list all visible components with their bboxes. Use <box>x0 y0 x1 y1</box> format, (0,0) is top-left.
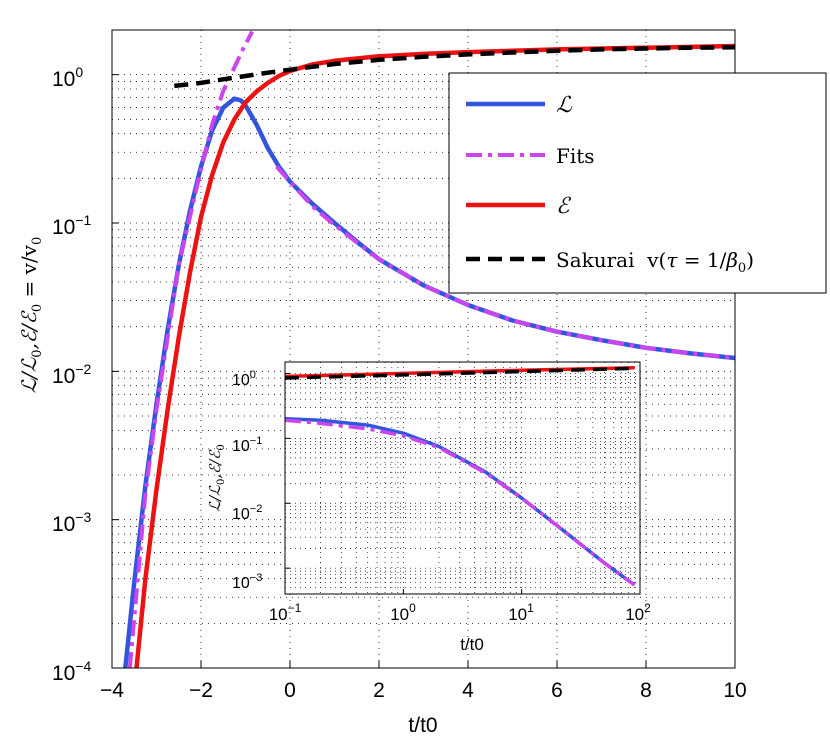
main-x-tick-label: 0 <box>284 679 296 702</box>
main-x-tick-label: 2 <box>373 679 385 702</box>
inset-plot: 10−1 100 101 102 10−3 10−2 10−1 100 t/t0… <box>206 361 651 654</box>
main-y-tick-label: 10−1 <box>52 212 92 239</box>
legend-label-e: ℰ <box>556 194 572 219</box>
inset-grid <box>284 362 641 595</box>
inset-x-tick-label: 100 <box>390 601 416 624</box>
inset-y-tick-label: 10−3 <box>232 572 262 592</box>
main-y-tick-label: 100 <box>52 64 83 91</box>
main-y-axis-label: ℒ/ℒ0,ℰ/ℰ0 = v/v0 <box>17 237 45 394</box>
inset-background <box>285 362 640 594</box>
main-x-tick-label: 4 <box>462 679 474 702</box>
main-series-e <box>134 43 735 668</box>
main-x-tick-label: −4 <box>100 679 124 702</box>
main-x-tick-labels: −4 −2 0 2 4 6 8 10 <box>100 679 747 702</box>
main-series-sakurai <box>174 45 735 89</box>
main-x-tick-label: 6 <box>551 679 563 702</box>
main-plot: −4 −2 0 2 4 6 8 10 10−4 10−3 10−2 10−1 1… <box>17 29 747 737</box>
main-y-tick-label: 10−4 <box>52 658 92 685</box>
inset-y-tick-label: 10−2 <box>232 503 262 523</box>
inset-y-tick-label: 100 <box>232 369 256 389</box>
inset-x-tick-label: 101 <box>508 601 534 624</box>
legend-box <box>448 72 827 294</box>
main-x-tick-label: −2 <box>189 679 213 702</box>
legend-label-l: ℒ <box>556 93 573 118</box>
inset-series <box>285 366 636 587</box>
main-y-tick-label: 10−3 <box>52 509 92 536</box>
inset-y-axis-label: ℒ/ℒ0,ℰ/ℰ0 <box>206 444 227 511</box>
main-x-tick-label: 10 <box>723 679 746 702</box>
inset-x-tick-label: 102 <box>625 601 651 624</box>
inset-x-axis-label: t/t0 <box>460 635 484 654</box>
legend-label-sakurai: Sakurai v(τ = 1/β0) <box>556 248 754 276</box>
main-x-tick-label: 8 <box>640 679 652 702</box>
inset-x-tick-labels: 10−1 100 101 102 <box>269 601 651 624</box>
inset-series-fits <box>285 418 636 587</box>
inset-x-tick-label: 10−1 <box>269 601 302 624</box>
main-y-tick-label: 10−2 <box>52 361 92 388</box>
legend-label-fits: Fits <box>556 144 595 168</box>
inset-series-sakurai <box>285 366 635 380</box>
main-axes-frame <box>111 29 736 669</box>
main-x-axis-label: t/t0 <box>408 714 437 737</box>
main-series-fits <box>127 30 254 668</box>
main-y-tick-labels: 10−4 10−3 10−2 10−1 100 <box>52 64 92 685</box>
inset-y-tick-labels: 10−3 10−2 10−1 100 <box>232 369 262 592</box>
inset-axes-frame <box>284 361 641 595</box>
inset-y-tick-label: 10−1 <box>232 435 262 455</box>
main-series-fits <box>275 165 735 360</box>
main-series <box>123 30 735 668</box>
legend: ℒ Fits ℰ Sakurai v(τ = 1/β0) <box>448 72 827 294</box>
